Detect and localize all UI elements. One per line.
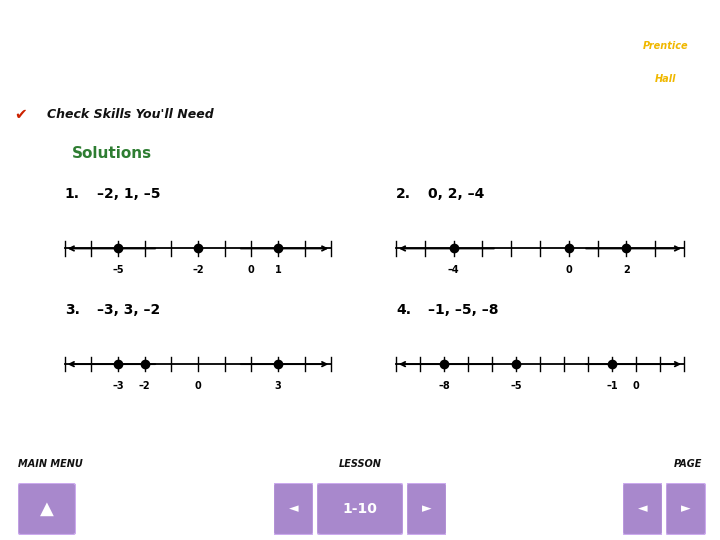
Text: –1, –5, –8: –1, –5, –8: [428, 303, 499, 317]
FancyBboxPatch shape: [666, 483, 706, 535]
Text: 1: 1: [274, 265, 282, 275]
Text: ►: ►: [422, 502, 431, 516]
FancyBboxPatch shape: [623, 483, 662, 535]
Text: MAIN MENU: MAIN MENU: [18, 460, 83, 469]
Text: 1-10: 1-10: [343, 502, 377, 516]
Text: 0: 0: [194, 381, 202, 391]
Text: 0: 0: [633, 381, 639, 391]
Text: –1: –1: [606, 381, 618, 391]
Text: –3: –3: [112, 381, 124, 391]
Text: –2: –2: [192, 265, 204, 275]
Text: PAGE: PAGE: [674, 460, 702, 469]
Text: Solutions: Solutions: [72, 146, 152, 161]
Text: –2: –2: [139, 381, 150, 391]
Text: Hall: Hall: [655, 73, 676, 84]
Text: The Coordinate Plane: The Coordinate Plane: [18, 22, 271, 42]
Text: –5: –5: [112, 265, 124, 275]
Text: ◄: ◄: [289, 502, 298, 516]
Text: 2.: 2.: [396, 187, 411, 201]
Text: PEARSON: PEARSON: [647, 10, 685, 16]
Text: ◄: ◄: [638, 502, 647, 516]
Text: ✔: ✔: [14, 107, 27, 122]
Text: 3: 3: [274, 381, 282, 391]
Text: 0: 0: [565, 265, 572, 275]
Text: 4.: 4.: [396, 303, 411, 317]
FancyBboxPatch shape: [317, 483, 403, 535]
Text: Check Skills You'll Need: Check Skills You'll Need: [47, 108, 214, 122]
Text: 2: 2: [623, 265, 630, 275]
Text: PRE-ALGEBRA LESSON 1-10: PRE-ALGEBRA LESSON 1-10: [18, 65, 157, 74]
Text: –4: –4: [448, 265, 459, 275]
Text: 0: 0: [248, 265, 255, 275]
FancyBboxPatch shape: [274, 483, 313, 535]
FancyBboxPatch shape: [407, 483, 446, 535]
Text: –3, 3, –2: –3, 3, –2: [97, 303, 161, 317]
Text: LESSON: LESSON: [338, 460, 382, 469]
Text: 0, 2, –4: 0, 2, –4: [428, 187, 485, 201]
Text: –8: –8: [438, 381, 450, 391]
Text: 3.: 3.: [65, 303, 80, 317]
FancyBboxPatch shape: [18, 483, 76, 535]
Text: –5: –5: [510, 381, 522, 391]
Text: Prentice: Prentice: [643, 40, 688, 51]
Text: –2, 1, –5: –2, 1, –5: [97, 187, 161, 201]
Text: ►: ►: [681, 502, 690, 516]
Text: 1.: 1.: [65, 187, 80, 201]
Text: ▲: ▲: [40, 500, 54, 518]
